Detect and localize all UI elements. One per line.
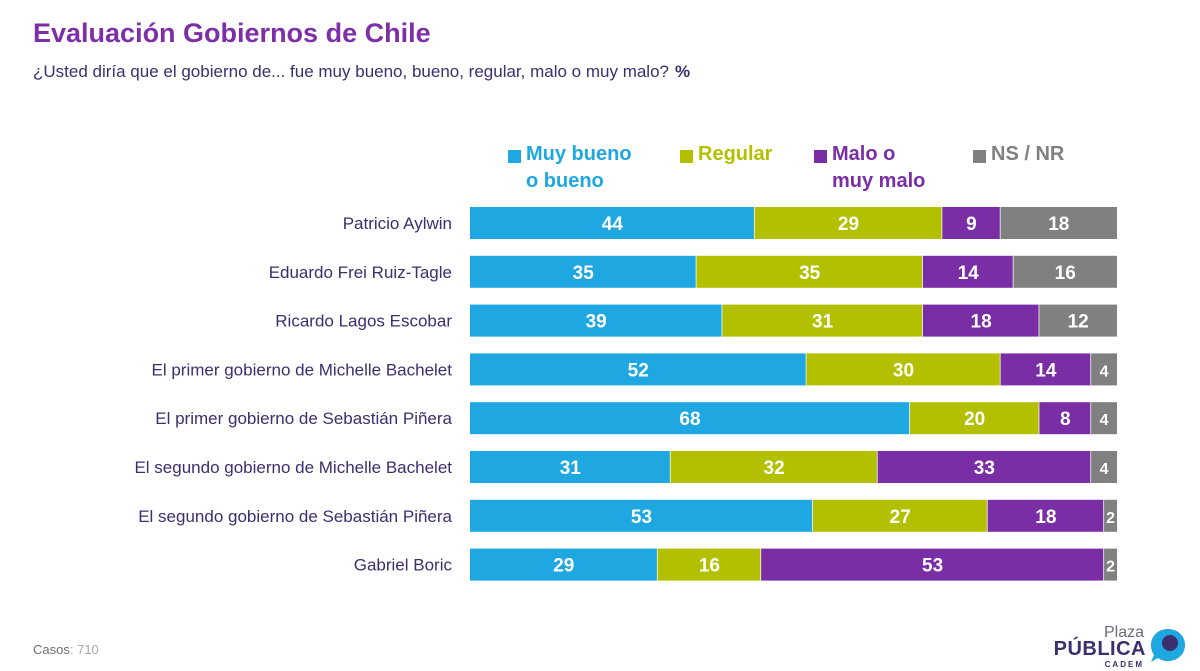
data-label: 44 (602, 214, 624, 235)
legend-swatch-muy-bueno (508, 150, 521, 163)
subtitle-text: ¿Usted diría que el gobierno de... fue m… (33, 62, 669, 81)
data-label: 18 (971, 312, 992, 333)
chart-title: Evaluación Gobiernos de Chile (33, 18, 431, 48)
bar-segment (470, 499, 813, 532)
bar-segment (761, 548, 1105, 581)
data-label: 39 (586, 312, 607, 333)
category-label: El primer gobierno de Michelle Bachelet (152, 360, 453, 379)
data-label: 32 (764, 458, 785, 479)
data-label: 4 (1100, 412, 1109, 429)
bar-segment (754, 207, 943, 239)
subtitle-unit: % (675, 62, 691, 81)
legend-swatch-nsnr (973, 150, 986, 163)
legend-label-line1: Malo o (832, 143, 896, 165)
data-label: 14 (958, 263, 980, 284)
data-label: 53 (631, 507, 652, 528)
data-label: 29 (838, 214, 859, 235)
bar-segment (877, 451, 1092, 483)
bar-segment (470, 451, 671, 483)
data-label: 12 (1068, 312, 1089, 333)
legend-label-line2: muy malo (832, 170, 926, 192)
category-label: Gabriel Boric (354, 556, 453, 575)
category-label: El segundo gobierno de Michelle Bachelet (134, 458, 452, 477)
bar-segment (470, 255, 697, 288)
data-label: 35 (573, 263, 595, 284)
bar-segment (812, 499, 988, 532)
data-label: 31 (812, 312, 834, 333)
casos-label: Casos (33, 642, 70, 657)
legend-item-nsnr: NS / NR (973, 141, 1064, 168)
data-label: 16 (1055, 263, 1076, 284)
data-label: 2 (1106, 559, 1115, 576)
legend-label-line1: Muy bueno (526, 143, 632, 165)
legend-item-malo: Malo o muy malo (814, 141, 925, 195)
data-label: 2 (1106, 510, 1115, 527)
bar-segment (657, 548, 762, 581)
bar-segment (470, 353, 807, 386)
bar-segment (1039, 402, 1092, 435)
legend-item-muy-bueno: Muy bueno o bueno (508, 141, 632, 195)
data-label: 27 (890, 507, 911, 528)
bar-segment (470, 304, 723, 337)
data-label: 68 (679, 409, 700, 430)
data-label: 18 (1035, 507, 1056, 528)
chart-subtitle: ¿Usted diría que el gobierno de... fue m… (33, 62, 690, 82)
category-label: Ricardo Lagos Escobar (275, 312, 452, 331)
data-label: 52 (628, 360, 649, 381)
casos-value: : 710 (69, 642, 99, 657)
bar-segment (922, 255, 1014, 288)
category-label: El segundo gobierno de Sebastián Piñera (138, 507, 452, 526)
category-label: Eduardo Frei Ruiz-Tagle (269, 263, 452, 282)
data-label: 35 (799, 263, 821, 284)
bar-segment (1000, 353, 1092, 386)
legend-item-regular: Regular (680, 141, 772, 168)
bar-segment (1000, 207, 1117, 239)
bar-segment (470, 548, 658, 581)
category-label: Patricio Aylwin (343, 214, 452, 233)
bar-segment (722, 304, 923, 337)
bar-segment (806, 353, 1001, 386)
bar-segment (942, 207, 1001, 239)
legend-swatch-regular (680, 150, 693, 163)
bar-segment (470, 207, 755, 239)
data-label: 16 (699, 556, 720, 577)
category-label: El primer gobierno de Sebastián Piñera (155, 409, 452, 428)
data-label: 30 (893, 360, 914, 381)
data-label: 4 (1100, 461, 1109, 478)
data-label: 53 (922, 556, 943, 577)
bar-segment (470, 402, 910, 435)
bar-segment (1013, 255, 1117, 288)
data-label: 8 (1060, 409, 1071, 430)
logo-line1: Plaza (1103, 624, 1144, 641)
logo-line3: CADEM (1104, 660, 1144, 669)
bar-segment (1104, 499, 1117, 532)
legend-label-line2: o bueno (526, 170, 604, 192)
bar-segment (696, 255, 923, 288)
speech-bubble-icon (1151, 629, 1185, 662)
legend-swatch-malo (814, 150, 827, 163)
bar-segment (670, 451, 878, 483)
data-label: 9 (966, 214, 977, 235)
bar-segment (909, 402, 1040, 435)
bar-segment (1039, 304, 1117, 337)
data-label: 29 (553, 556, 574, 577)
data-label: 18 (1048, 214, 1069, 235)
logo-line2: PÚBLICA (1053, 638, 1146, 660)
footer-casos: Casos: 710 (33, 642, 99, 657)
data-label: 4 (1100, 363, 1109, 380)
bar-segment (1104, 548, 1117, 581)
bar-segment (922, 304, 1040, 337)
data-label: 14 (1035, 360, 1057, 381)
data-label: 20 (964, 409, 985, 430)
bar-segment (987, 499, 1105, 532)
bar-segment (1091, 353, 1117, 386)
bar-segment (1091, 402, 1117, 435)
data-label: 31 (560, 458, 582, 479)
plaza-publica-logo: Plaza PÚBLICA CADEM (1048, 624, 1188, 669)
legend-label-line1: Regular (698, 143, 773, 165)
bar-segment (1091, 451, 1117, 483)
legend-label-line1: NS / NR (991, 143, 1065, 165)
data-label: 33 (974, 458, 995, 479)
